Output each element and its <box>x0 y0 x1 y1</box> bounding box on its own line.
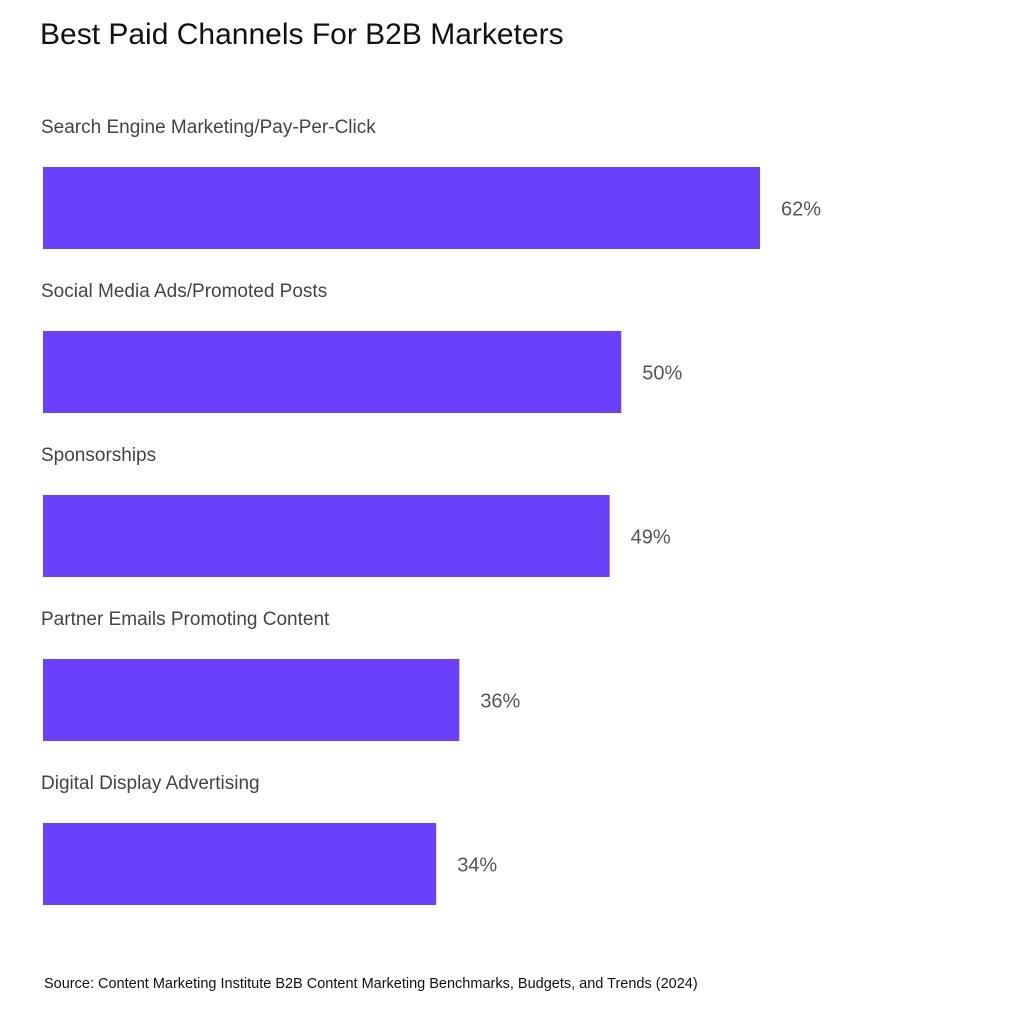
value-label: 49% <box>631 526 671 548</box>
value-label: 34% <box>457 854 497 876</box>
category-label: Partner Emails Promoting Content <box>41 609 330 630</box>
source-note: Source: Content Marketing Institute B2B … <box>44 976 698 992</box>
chart-title: Best Paid Channels For B2B Marketers <box>40 18 564 51</box>
category-label: Sponsorships <box>41 445 156 466</box>
bar <box>43 167 760 249</box>
category-label: Social Media Ads/Promoted Posts <box>41 281 327 302</box>
value-label: 50% <box>642 362 682 384</box>
category-label: Search Engine Marketing/Pay-Per-Click <box>41 117 376 138</box>
bar <box>43 823 437 905</box>
value-label: 62% <box>781 198 821 220</box>
category-label: Digital Display Advertising <box>41 773 260 794</box>
bar <box>43 659 460 741</box>
bar <box>43 495 610 577</box>
value-label: 36% <box>480 690 520 712</box>
bar <box>43 331 622 413</box>
